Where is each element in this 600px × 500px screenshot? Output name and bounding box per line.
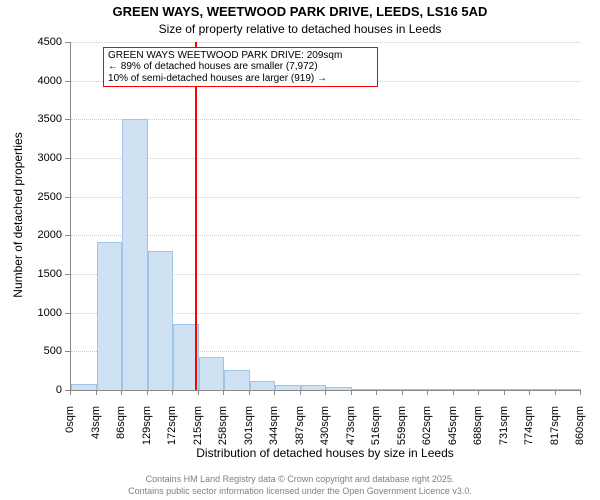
xtick-mark	[249, 390, 250, 395]
histogram-bar	[403, 389, 429, 390]
xtick-label: 688sqm	[472, 406, 484, 456]
xtick-label: 559sqm	[396, 406, 408, 456]
ytick-label: 2500	[0, 191, 62, 203]
footer-line2: Contains public sector information licen…	[0, 486, 600, 496]
histogram-bar	[275, 385, 301, 390]
ytick-mark	[65, 235, 70, 236]
xtick-label: 860sqm	[574, 406, 586, 456]
xtick-mark	[300, 390, 301, 395]
grid-line	[71, 197, 581, 198]
histogram-bar	[199, 357, 225, 390]
histogram-bar	[505, 389, 531, 390]
ytick-label: 1000	[0, 307, 62, 319]
xtick-mark	[351, 390, 352, 395]
xtick-label: 817sqm	[549, 406, 561, 456]
ytick-mark	[65, 313, 70, 314]
histogram-bar	[530, 389, 556, 390]
plot-area: GREEN WAYS WEETWOOD PARK DRIVE: 209sqm← …	[70, 42, 581, 391]
xtick-label: 0sqm	[64, 406, 76, 456]
ytick-mark	[65, 81, 70, 82]
footer-line1: Contains HM Land Registry data © Crown c…	[0, 474, 600, 484]
xtick-mark	[172, 390, 173, 395]
histogram-bar	[556, 389, 582, 390]
xtick-label: 645sqm	[447, 406, 459, 456]
xtick-label: 344sqm	[268, 406, 280, 456]
xtick-mark	[96, 390, 97, 395]
xtick-label: 172sqm	[166, 406, 178, 456]
histogram-bar	[479, 389, 505, 390]
xtick-label: 602sqm	[421, 406, 433, 456]
xtick-label: 430sqm	[319, 406, 331, 456]
ytick-mark	[65, 274, 70, 275]
histogram-bar	[352, 389, 378, 390]
ytick-mark	[65, 42, 70, 43]
chart-title-line2: Size of property relative to detached ho…	[0, 22, 600, 36]
grid-line	[71, 158, 581, 159]
grid-line	[71, 42, 581, 43]
annotation-line: 10% of semi-detached houses are larger (…	[108, 73, 373, 85]
xtick-mark	[223, 390, 224, 395]
ytick-mark	[65, 351, 70, 352]
grid-line	[71, 235, 581, 236]
ytick-label: 500	[0, 345, 62, 357]
xtick-mark	[504, 390, 505, 395]
annotation-line: ← 89% of detached houses are smaller (7,…	[108, 61, 373, 73]
xtick-mark	[580, 390, 581, 395]
xtick-label: 301sqm	[243, 406, 255, 456]
xtick-label: 774sqm	[523, 406, 535, 456]
xtick-mark	[121, 390, 122, 395]
ytick-mark	[65, 158, 70, 159]
xtick-mark	[274, 390, 275, 395]
chart-title-line1: GREEN WAYS, WEETWOOD PARK DRIVE, LEEDS, …	[0, 4, 600, 19]
histogram-bar	[122, 119, 148, 390]
histogram-bar	[377, 389, 403, 390]
ytick-label: 2000	[0, 229, 62, 241]
ytick-label: 3500	[0, 113, 62, 125]
xtick-label: 516sqm	[370, 406, 382, 456]
xtick-mark	[70, 390, 71, 395]
xtick-label: 86sqm	[115, 406, 127, 456]
xtick-mark	[402, 390, 403, 395]
histogram-bar	[224, 370, 250, 390]
histogram-bar	[454, 389, 480, 390]
xtick-mark	[325, 390, 326, 395]
chart-container: { "chart": { "type": "histogram", "title…	[0, 0, 600, 500]
histogram-bar	[326, 387, 352, 390]
xtick-label: 215sqm	[192, 406, 204, 456]
xtick-mark	[427, 390, 428, 395]
ytick-label: 4500	[0, 36, 62, 48]
ytick-label: 0	[0, 384, 62, 396]
xtick-label: 387sqm	[294, 406, 306, 456]
xtick-mark	[147, 390, 148, 395]
annotation-box: GREEN WAYS WEETWOOD PARK DRIVE: 209sqm← …	[103, 47, 378, 88]
grid-line	[71, 119, 581, 120]
xtick-mark	[478, 390, 479, 395]
histogram-bar	[97, 242, 123, 390]
xtick-mark	[453, 390, 454, 395]
xtick-mark	[198, 390, 199, 395]
xtick-label: 473sqm	[345, 406, 357, 456]
marker-line	[195, 42, 197, 390]
xtick-mark	[555, 390, 556, 395]
xtick-label: 731sqm	[498, 406, 510, 456]
ytick-mark	[65, 197, 70, 198]
xtick-label: 43sqm	[90, 406, 102, 456]
xtick-label: 129sqm	[141, 406, 153, 456]
annotation-line: GREEN WAYS WEETWOOD PARK DRIVE: 209sqm	[108, 50, 373, 62]
ytick-label: 3000	[0, 152, 62, 164]
y-axis-title: Number of detached properties	[11, 41, 25, 389]
histogram-bar	[148, 251, 174, 390]
histogram-bar	[71, 384, 97, 390]
xtick-label: 258sqm	[217, 406, 229, 456]
xtick-mark	[376, 390, 377, 395]
ytick-mark	[65, 119, 70, 120]
xtick-mark	[529, 390, 530, 395]
histogram-bar	[250, 381, 276, 390]
ytick-label: 1500	[0, 268, 62, 280]
ytick-label: 4000	[0, 75, 62, 87]
histogram-bar	[301, 385, 327, 390]
histogram-bar	[428, 389, 454, 390]
